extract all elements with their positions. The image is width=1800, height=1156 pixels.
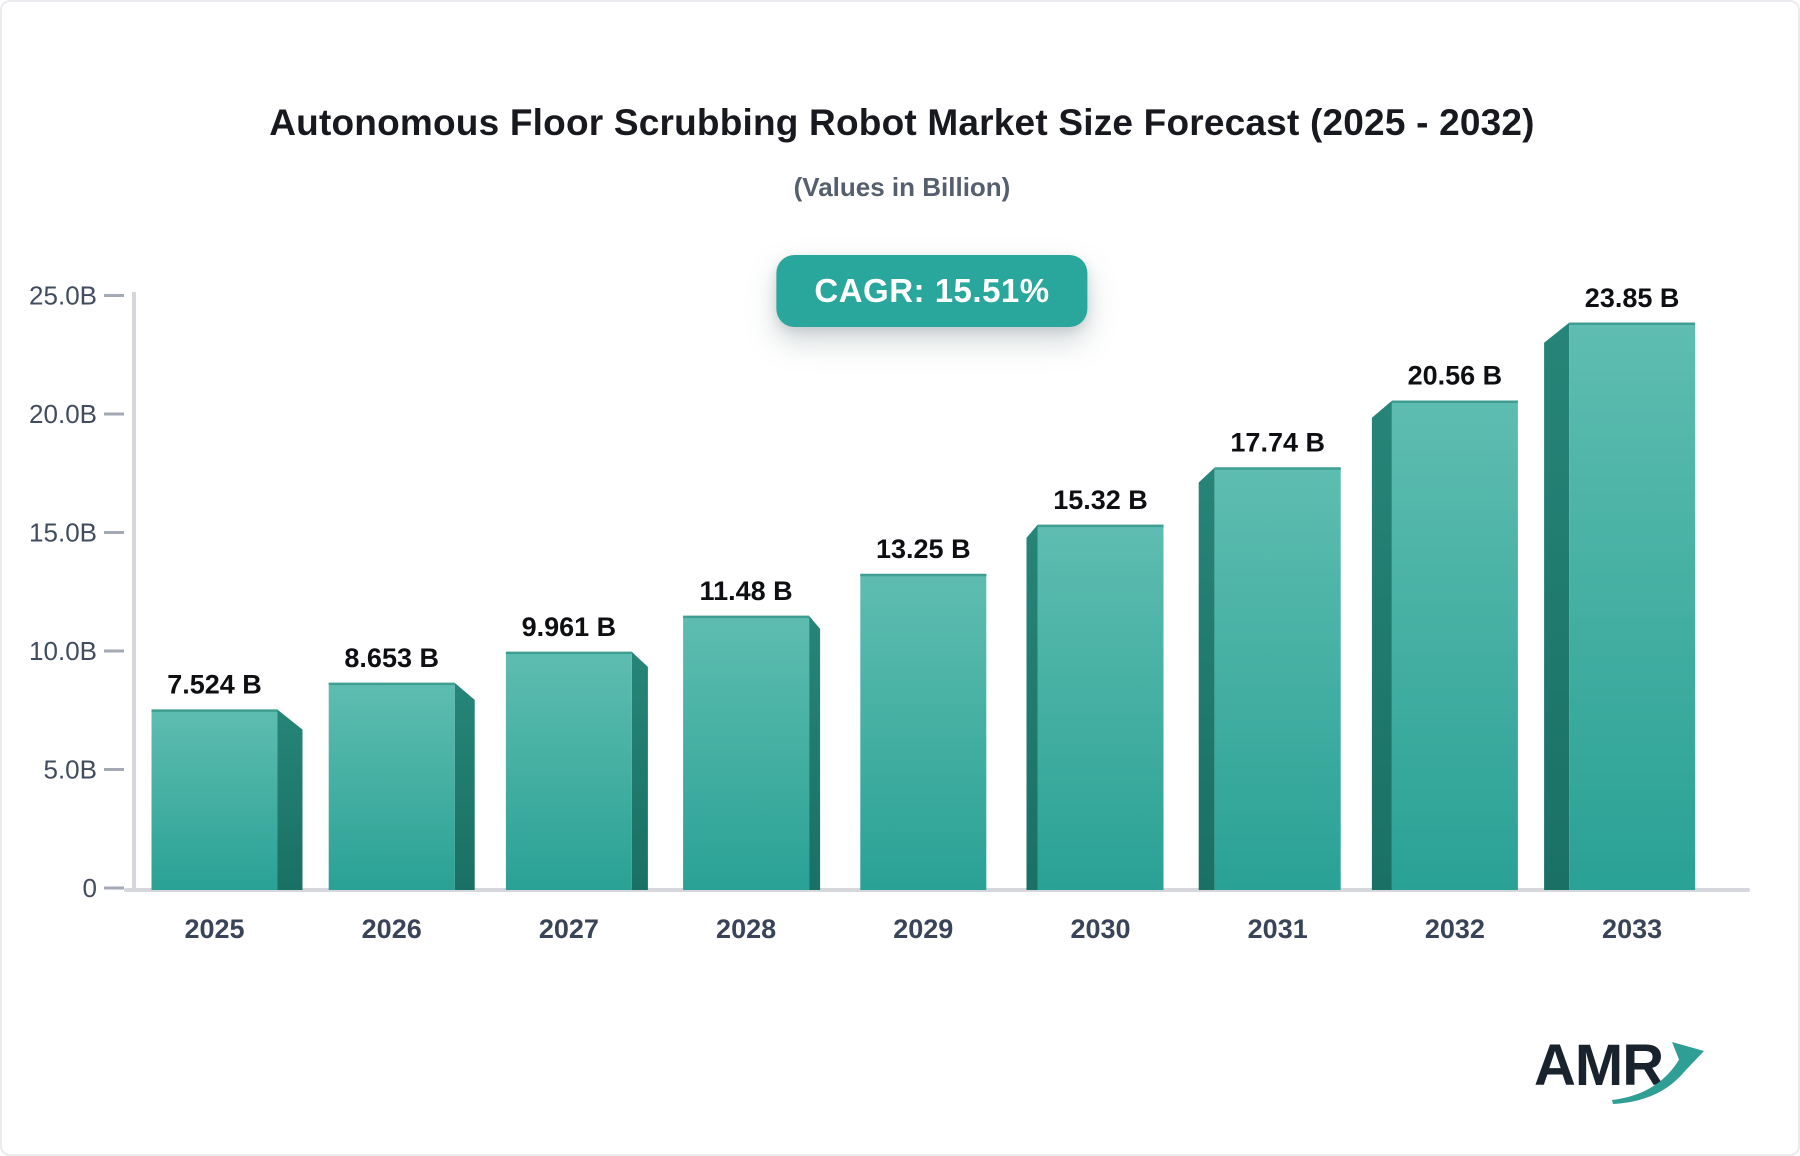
bar-value-label: 20.56 B	[1408, 361, 1503, 391]
bar-side-face	[454, 682, 475, 890]
y-axis-tick-label: 15.0B	[29, 518, 97, 548]
chart-subtitle: (Values in Billion)	[793, 172, 1011, 202]
bar-front-face	[1391, 400, 1518, 890]
y-axis-tick-label: 20.0B	[29, 399, 97, 429]
x-axis-label: 2026	[362, 914, 422, 944]
bar-value-label: 13.25 B	[876, 534, 971, 564]
cagr-badge: CAGR: 15.51%	[776, 255, 1088, 327]
x-axis-label: 2029	[893, 914, 953, 944]
page-title: Autonomous Floor Scrubbing Robot Market …	[269, 102, 1535, 143]
bar-front-face	[683, 615, 810, 890]
bar-side-face	[631, 651, 648, 890]
bar-side-face	[277, 709, 303, 890]
y-axis-tick-label: 0	[83, 873, 97, 903]
y-axis-tick-label: 5.0B	[44, 755, 98, 785]
x-axis-label: 2025	[184, 914, 244, 944]
x-axis-label: 2027	[539, 914, 599, 944]
bar-group-2032: 20.56 B 2032	[1371, 361, 1518, 944]
bar-front-face	[860, 573, 987, 890]
bar-side-face	[809, 615, 821, 890]
bar-value-label: 9.961 B	[522, 612, 617, 642]
bar-front-face	[328, 682, 455, 890]
bar-group-2029: 13.25 B 2029	[860, 534, 987, 944]
bar-value-label: 8.653 B	[344, 643, 439, 673]
bar-value-label: 11.48 B	[700, 576, 793, 606]
bar-group-2031: 17.74 B 2031	[1198, 428, 1341, 944]
y-axis-tick-label: 10.0B	[29, 636, 97, 666]
x-axis-label: 2033	[1602, 914, 1662, 944]
bar-value-label: 17.74 B	[1230, 428, 1325, 458]
bar-front-face	[1569, 322, 1696, 890]
bar-group-2026: 8.653 B 2026	[328, 643, 475, 944]
bar-group-2030: 15.32 B 2030	[1026, 485, 1164, 944]
x-axis-label: 2032	[1425, 914, 1485, 944]
bar-front-face	[151, 709, 278, 890]
bar-group-2028: 11.48 B 2028	[683, 576, 821, 944]
bar-group-2025: 7.524 B 2025	[151, 670, 303, 944]
bar-value-label: 23.85 B	[1585, 283, 1680, 313]
bar-group-2033: 23.85 B 2033	[1544, 283, 1696, 944]
bar-side-face	[1544, 322, 1570, 890]
x-axis-label: 2030	[1070, 914, 1130, 944]
cagr-badge-label: CAGR: 15.51%	[814, 272, 1050, 309]
bar-group-2027: 9.961 B 2027	[505, 612, 648, 944]
bar-front-face	[1037, 524, 1164, 890]
bar-side-face	[1026, 524, 1038, 890]
x-axis-label: 2031	[1248, 914, 1308, 944]
bar-value-label: 7.524 B	[167, 670, 262, 700]
amr-logo: AMR	[1534, 1036, 1724, 1116]
amr-logo-text: AMR	[1534, 1033, 1664, 1098]
x-axis-label: 2028	[716, 914, 776, 944]
bar-front-face	[505, 651, 632, 890]
bar-side-face	[1198, 467, 1215, 890]
growth-arrow-icon	[1612, 1042, 1704, 1104]
y-axis-tick-label: 25.0B	[29, 281, 97, 311]
bar-side-face	[1371, 400, 1392, 890]
bar-front-face	[1214, 467, 1341, 890]
bar-value-label: 15.32 B	[1053, 485, 1148, 515]
